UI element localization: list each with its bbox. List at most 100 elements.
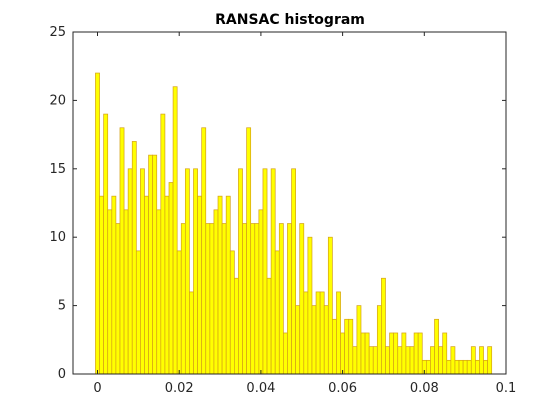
histogram-bar: [323, 305, 329, 375]
histogram-bar: [442, 332, 448, 375]
histogram-bar: [205, 223, 211, 375]
histogram-bar: [348, 318, 354, 375]
histogram-bar: [156, 209, 162, 375]
histogram-bar: [213, 209, 219, 375]
histogram-bar: [319, 291, 325, 375]
histogram-bar: [131, 141, 137, 375]
histogram-bar: [454, 359, 460, 375]
histogram-bar: [229, 250, 235, 375]
histogram-bar: [164, 195, 170, 375]
histogram-bar: [340, 332, 345, 375]
y-tick-label: 5: [58, 299, 66, 314]
histogram-bar: [389, 332, 395, 375]
histogram-bar: [246, 127, 252, 375]
y-tick-label: 15: [49, 162, 66, 177]
histogram-bar: [144, 195, 149, 375]
histogram-bar: [103, 113, 109, 375]
y-tick-label: 20: [49, 93, 66, 108]
x-tick-label: 0.08: [410, 381, 439, 396]
histogram-bar: [189, 291, 194, 375]
chart-title: RANSAC histogram: [215, 12, 365, 28]
histogram-bar: [242, 223, 247, 375]
histogram-bar: [99, 195, 104, 375]
histogram-bar: [287, 223, 292, 375]
y-tick-label: 0: [58, 367, 66, 382]
histogram-bar: [299, 223, 305, 375]
histogram-bar: [381, 277, 386, 375]
histogram-bar: [401, 332, 407, 375]
histogram-bar: [475, 359, 480, 375]
y-tick-label: 25: [49, 25, 66, 40]
y-axis: 0 5 10 15 20 25: [49, 25, 506, 382]
histogram-bar: [450, 346, 456, 375]
x-tick-label: 0.04: [246, 381, 275, 396]
histogram-bar: [217, 195, 223, 375]
histogram-bar: [278, 223, 284, 375]
histogram-bar: [438, 346, 444, 375]
histogram-bar: [291, 168, 296, 375]
histogram-bar: [430, 346, 435, 375]
histogram-bar: [446, 359, 452, 375]
histogram-bar: [352, 346, 358, 375]
histogram-bar: [372, 346, 378, 375]
histogram-bar: [234, 277, 239, 375]
x-axis: 0 0.02 0.04 0.06 0.08 0.1: [93, 32, 516, 396]
histogram-bar: [119, 127, 125, 375]
histogram-bar: [266, 277, 272, 375]
y-tick-label: 10: [49, 230, 66, 245]
histogram-bar: [295, 305, 301, 375]
histogram-bar: [425, 359, 431, 375]
histogram-bar: [209, 223, 215, 375]
histogram-bar: [434, 318, 439, 375]
histogram-bar: [274, 250, 280, 375]
x-tick-label: 0.02: [165, 381, 194, 396]
histogram-bar: [238, 168, 243, 375]
histogram-bar: [368, 346, 374, 375]
histogram-bar: [197, 195, 203, 375]
histogram-bar: [462, 359, 468, 375]
histogram-bar: [135, 250, 141, 375]
histogram-bar: [140, 168, 145, 375]
histogram-bar: [180, 223, 186, 375]
histogram-bar: [397, 346, 403, 375]
histogram-bar: [376, 305, 382, 375]
histogram-bar: [107, 209, 113, 375]
histogram-bar: [172, 86, 178, 375]
histogram-bar: [111, 195, 117, 375]
x-tick-label: 0.06: [328, 381, 357, 396]
plot-frame: [72, 31, 507, 375]
histogram-bar: [201, 127, 207, 375]
histogram-bar: [262, 168, 268, 375]
histogram-bar: [176, 250, 182, 375]
histogram-bar: [385, 346, 390, 375]
histogram-bar: [311, 305, 317, 375]
histogram-bar: [283, 332, 288, 375]
histogram-bar: [360, 332, 366, 375]
histogram-bar: [152, 154, 158, 375]
histogram-bar: [327, 236, 333, 375]
histogram-bar: [356, 305, 362, 375]
histogram-bar: [417, 332, 423, 375]
histogram-bar: [364, 332, 370, 375]
histogram-bar: [168, 182, 174, 375]
x-tick-label: 0.1: [496, 381, 517, 396]
histogram-bar: [344, 318, 350, 375]
histogram-bar: [225, 195, 231, 375]
histogram-bar: [115, 223, 121, 375]
histogram-bar: [479, 346, 484, 375]
histogram-bar: [487, 346, 493, 375]
histogram-bar: [483, 359, 488, 375]
histogram-bar: [466, 359, 472, 375]
x-tick-label: 0: [93, 381, 101, 396]
histogram-bar: [332, 318, 337, 375]
histogram-bar: [470, 346, 476, 375]
histogram-bar: [184, 168, 190, 375]
histogram-bar: [458, 359, 464, 375]
histogram-bar: [95, 72, 100, 375]
histogram-bar: [303, 291, 309, 375]
histogram-bar: [409, 346, 415, 375]
histogram-bar: [307, 236, 313, 375]
histogram-bar: [393, 332, 399, 375]
histogram-bar: [315, 291, 321, 375]
